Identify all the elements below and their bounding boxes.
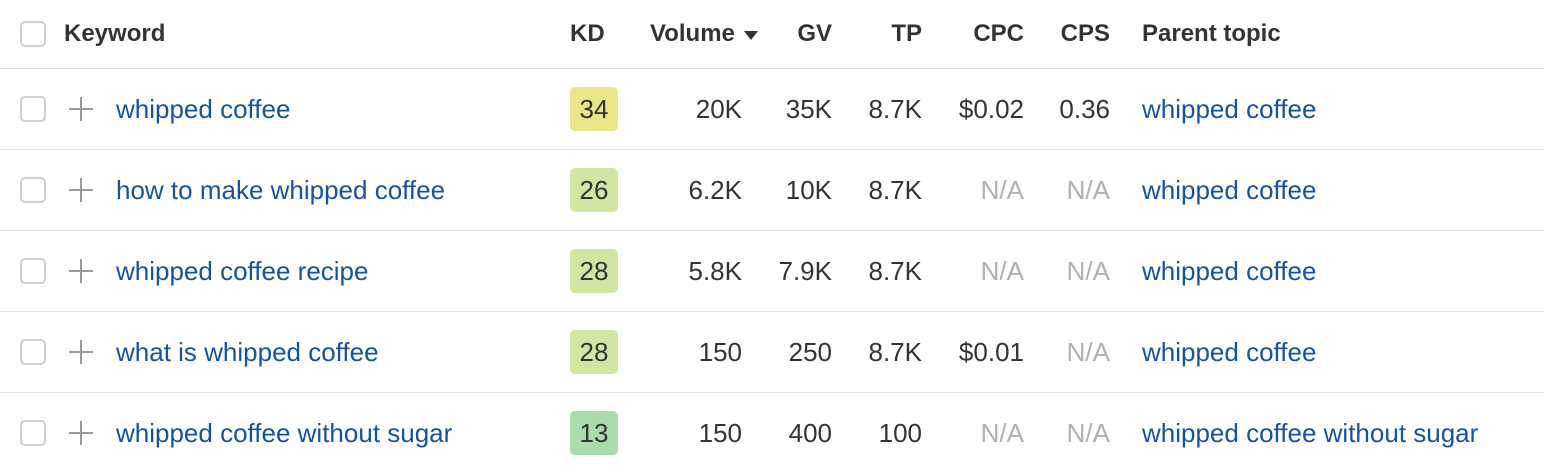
row-checkbox[interactable]	[20, 96, 46, 122]
table-row: whipped coffee recipe 28 5.8K 7.9K 8.7K …	[0, 231, 1544, 312]
volume-value: 150	[698, 336, 742, 367]
tp-value: 8.7K	[868, 336, 923, 367]
plus-icon[interactable]	[68, 96, 94, 122]
parent-topic-link[interactable]: whipped coffee	[1142, 93, 1317, 124]
cpc-value: $0.02	[958, 93, 1024, 124]
cps-value: N/A	[1066, 255, 1110, 286]
kd-badge: 34	[570, 87, 618, 131]
keyword-link[interactable]: what is whipped coffee	[116, 336, 379, 367]
cpc-value: N/A	[980, 255, 1024, 286]
keyword-link[interactable]: whipped coffee recipe	[116, 255, 369, 286]
header-cpc[interactable]: CPC	[973, 20, 1024, 47]
cpc-value: $0.01	[958, 336, 1024, 367]
gv-value: 250	[788, 336, 832, 367]
header-cps[interactable]: CPS	[1060, 20, 1110, 47]
plus-icon[interactable]	[68, 339, 94, 365]
volume-value: 20K	[695, 93, 742, 124]
volume-value: 5.8K	[688, 255, 743, 286]
gv-value: 10K	[785, 174, 832, 205]
table-row: how to make whipped coffee 26 6.2K 10K 8…	[0, 150, 1544, 231]
table-header: Keyword KD Volume GV TP CPC CPS Parent t…	[0, 0, 1544, 69]
header-keyword[interactable]: Keyword	[64, 20, 166, 47]
plus-icon[interactable]	[68, 177, 94, 203]
cps-value: N/A	[1066, 174, 1110, 205]
plus-icon[interactable]	[68, 258, 94, 284]
header-tp[interactable]: TP	[891, 20, 922, 47]
parent-topic-link[interactable]: whipped coffee	[1142, 336, 1317, 367]
select-all-checkbox[interactable]	[20, 21, 46, 47]
cps-value: N/A	[1066, 417, 1110, 448]
row-checkbox[interactable]	[20, 258, 46, 284]
header-gv[interactable]: GV	[797, 20, 832, 47]
header-volume[interactable]: Volume	[650, 0, 770, 68]
gv-value: 400	[788, 417, 832, 448]
table-row: whipped coffee 34 20K 35K 8.7K $0.02 0.3…	[0, 69, 1544, 150]
caret-down-icon	[743, 30, 758, 40]
parent-topic-link[interactable]: whipped coffee without sugar	[1142, 417, 1479, 448]
keyword-link[interactable]: how to make whipped coffee	[116, 174, 446, 205]
cps-value: 0.36	[1059, 93, 1110, 124]
table-row: what is whipped coffee 28 150 250 8.7K $…	[0, 312, 1544, 393]
tp-value: 8.7K	[868, 93, 923, 124]
tp-value: 8.7K	[868, 255, 923, 286]
kd-badge: 28	[570, 249, 618, 293]
tp-value: 8.7K	[868, 174, 923, 205]
parent-topic-link[interactable]: whipped coffee	[1142, 174, 1317, 205]
kd-badge: 28	[570, 330, 618, 374]
tp-value: 100	[878, 417, 922, 448]
keyword-link[interactable]: whipped coffee	[116, 93, 291, 124]
cpc-value: N/A	[980, 174, 1024, 205]
gv-value: 35K	[785, 93, 832, 124]
volume-value: 150	[698, 417, 742, 448]
gv-value: 7.9K	[778, 255, 833, 286]
keyword-link[interactable]: whipped coffee without sugar	[116, 417, 453, 448]
header-volume-label: Volume	[650, 20, 735, 47]
parent-topic-link[interactable]: whipped coffee	[1142, 255, 1317, 286]
plus-icon[interactable]	[68, 420, 94, 446]
volume-value: 6.2K	[688, 174, 743, 205]
row-checkbox[interactable]	[20, 177, 46, 203]
kd-badge: 26	[570, 168, 618, 212]
cps-value: N/A	[1066, 336, 1110, 367]
table-row: whipped coffee without sugar 13 150 400 …	[0, 393, 1544, 473]
row-checkbox[interactable]	[20, 420, 46, 446]
kd-badge: 13	[570, 411, 618, 455]
header-parent-topic[interactable]: Parent topic	[1142, 20, 1281, 47]
row-checkbox[interactable]	[20, 339, 46, 365]
header-kd[interactable]: KD	[570, 20, 605, 47]
cpc-value: N/A	[980, 417, 1024, 448]
